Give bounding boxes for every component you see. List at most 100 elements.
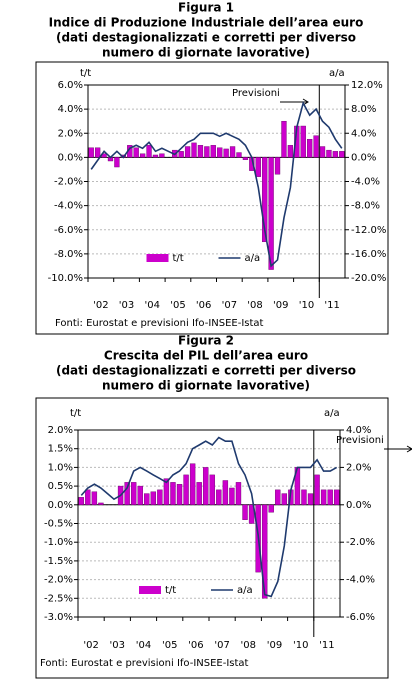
x-tick-label: '07 xyxy=(222,300,237,311)
bar xyxy=(114,157,120,168)
bar xyxy=(159,153,165,158)
bar xyxy=(203,467,209,505)
x-tick-label: '02 xyxy=(83,640,98,651)
y-tick-label: -8.0% xyxy=(54,249,83,260)
bar xyxy=(150,491,157,505)
bar xyxy=(301,489,307,505)
y2-axis-label: a/a xyxy=(329,68,345,79)
chart-title: Crescita del PIL dell’area euro xyxy=(104,349,308,363)
chart-frame xyxy=(35,61,389,335)
x-tick-label: '09 xyxy=(273,300,288,311)
x-tick-label: '10 xyxy=(293,640,308,651)
y2-tick-label: -20.0% xyxy=(351,273,386,284)
bar xyxy=(98,502,104,505)
y-tick-label: 4.0% xyxy=(58,104,83,115)
legend-swatch xyxy=(139,586,161,594)
y-tick-label: -2.5% xyxy=(44,593,73,604)
bar xyxy=(320,489,327,505)
y-tick-label: 0.0% xyxy=(48,500,73,511)
bar xyxy=(197,145,204,158)
y2-tick-label: -12.0% xyxy=(351,225,386,236)
legend-label: t/t xyxy=(165,585,176,596)
bar xyxy=(287,145,294,158)
y-tick-label: -1.0% xyxy=(44,537,73,548)
y2-tick-label: -16.0% xyxy=(351,249,386,260)
bar xyxy=(196,482,202,505)
bar xyxy=(139,153,146,158)
bar xyxy=(184,146,191,158)
source-note: Fonti: Eurostat e previsioni Ifo-INSEE-I… xyxy=(55,318,264,329)
legend-label: a/a xyxy=(245,253,261,264)
bar xyxy=(255,157,261,177)
bar xyxy=(91,491,98,505)
chart-frame xyxy=(35,397,389,679)
y-axis-label: t/t xyxy=(70,408,81,419)
bar xyxy=(178,151,184,158)
y-tick-label: 1.0% xyxy=(48,462,73,473)
y2-axis-label: a/a xyxy=(324,408,340,419)
bar xyxy=(332,151,339,158)
y-tick-label: 6.0% xyxy=(58,80,83,91)
bar xyxy=(236,152,242,158)
annotation: Previsioni xyxy=(232,88,280,99)
bar xyxy=(268,157,274,270)
bar xyxy=(262,157,268,243)
bar xyxy=(268,504,274,513)
y2-tick-label: -4.0% xyxy=(351,177,380,188)
legend-label: t/t xyxy=(173,253,184,264)
bar xyxy=(94,147,101,158)
bar xyxy=(130,482,137,505)
bar xyxy=(242,157,249,160)
line-series xyxy=(90,100,343,268)
x-tick-label: '08 xyxy=(247,300,262,311)
bar xyxy=(229,146,236,158)
y-tick-label: -3.0% xyxy=(44,612,73,623)
x-tick-label: '05 xyxy=(170,300,185,311)
y-tick-label: 1.5% xyxy=(48,444,73,455)
y-tick-label: 0.0% xyxy=(58,152,83,163)
bar xyxy=(157,489,163,505)
bar xyxy=(217,147,223,158)
bar xyxy=(133,147,139,158)
y2-tick-label: -4.0% xyxy=(346,575,375,586)
y-axis-label: t/t xyxy=(80,68,91,79)
y2-tick-label: 0.0% xyxy=(346,500,371,511)
y2-tick-label: 8.0% xyxy=(351,104,376,115)
bar xyxy=(189,463,196,506)
bar xyxy=(191,142,197,158)
x-tick-label: '09 xyxy=(267,640,282,651)
bar xyxy=(137,485,143,506)
y-tick-label: -0.5% xyxy=(44,519,73,530)
chart-subtitle: numero di giornate lavorative) xyxy=(102,379,310,393)
y2-tick-label: -8.0% xyxy=(351,201,380,212)
y-tick-label: -10.0% xyxy=(48,273,83,284)
x-tick-label: '03 xyxy=(110,640,125,651)
bar xyxy=(209,474,215,506)
y-tick-label: -6.0% xyxy=(54,225,83,236)
bar xyxy=(235,482,242,505)
chart-subtitle: (dati destagionalizzati e corretti per d… xyxy=(56,31,356,45)
y2-tick-label: -2.0% xyxy=(346,537,375,548)
bar xyxy=(242,504,248,520)
x-tick-label: '03 xyxy=(119,300,134,311)
y-tick-label: 2.0% xyxy=(58,128,83,139)
x-tick-label: '06 xyxy=(188,640,203,651)
bar xyxy=(146,145,152,158)
chart-title: Indice di Produzione Industriale dell’ar… xyxy=(49,16,364,30)
bar xyxy=(204,146,210,158)
y2-tick-label: 0.0% xyxy=(351,152,376,163)
bar xyxy=(326,149,332,158)
y-tick-label: 0.5% xyxy=(48,481,73,492)
bar xyxy=(144,493,150,505)
bar xyxy=(334,489,340,505)
bar xyxy=(314,474,320,506)
x-tick-label: '07 xyxy=(214,640,229,651)
x-tick-label: '08 xyxy=(241,640,256,651)
chart-subtitle: (dati destagionalizzati e corretti per d… xyxy=(56,364,356,378)
x-tick-label: '05 xyxy=(162,640,177,651)
bar xyxy=(223,148,229,158)
bar xyxy=(327,489,333,505)
bar xyxy=(222,480,229,505)
y-tick-label: -1.5% xyxy=(44,556,73,567)
y2-tick-label: 2.0% xyxy=(346,462,371,473)
